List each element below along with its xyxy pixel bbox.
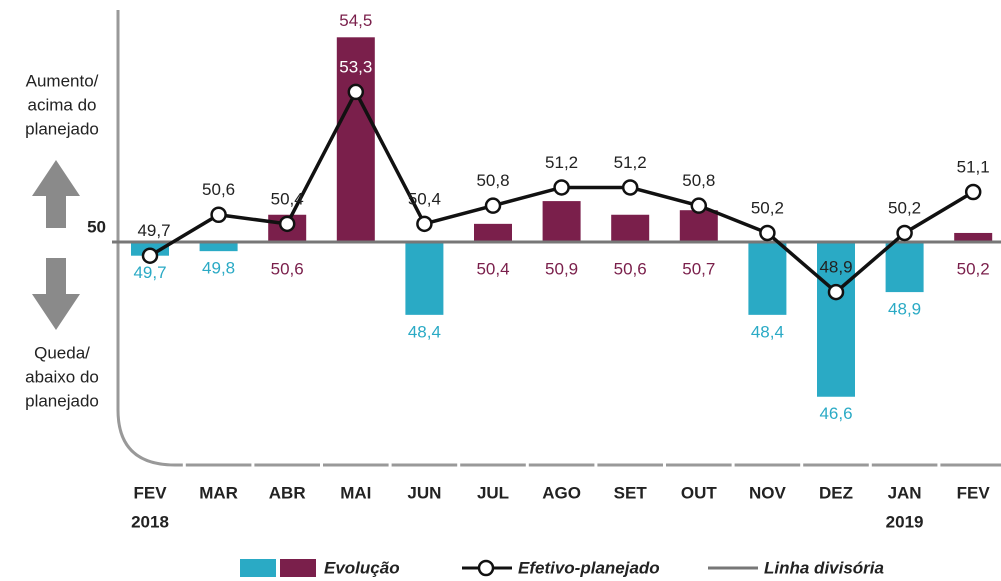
line-value-label: 50,4 [408,189,441,208]
bar-value-label: 50,2 [957,260,990,279]
bar-value-label: 54,5 [339,11,372,30]
line-value-label: 50,8 [476,171,509,190]
bar [611,214,650,243]
bar-value-label: 50,7 [682,260,715,279]
line-value-label: 51,2 [545,153,578,172]
line-marker [347,83,365,101]
x-tick-label: OUT [681,483,718,502]
line-marker [621,179,639,196]
legend-label: Linha divisória [764,558,884,577]
bar [885,242,924,293]
x-tick-label: JAN [888,483,922,502]
legend-swatch [240,559,276,577]
y-tick-label: 50 [87,218,106,237]
line-marker [964,183,982,201]
x-tick-label: SET [614,483,648,502]
bar-value-label: 48,4 [408,322,441,341]
x-tick-label: MAR [199,483,238,502]
bar [679,210,718,243]
annotation-line: abaixo do [25,367,99,386]
line-marker [484,197,502,214]
bar [954,232,993,243]
bar [748,242,787,315]
line-value-label: 48,9 [819,258,852,277]
x-tick-label: DEZ [819,483,853,502]
line-marker [827,283,845,301]
x-tick-label: JUL [477,483,509,502]
line-marker [759,224,776,242]
legend-label: Evolução [324,558,400,577]
line-marker [141,247,159,264]
annotation-line: Queda/ [34,343,90,362]
x-tick-label: JUN [407,483,441,502]
axis-frame [116,10,1001,467]
annotation-line: planejado [25,119,99,138]
line-value-label: 51,1 [957,157,990,176]
annotation-line: acima do [28,95,97,114]
x-tick-label: AGO [542,483,581,502]
bar-value-label: 48,9 [888,300,921,319]
x-tick-label: FEV [957,483,991,502]
line-value-label: 50,8 [682,171,715,190]
bar-value-label: 50,6 [614,260,647,279]
x-tick-label: ABR [269,483,306,502]
annotation-line: Aumento/ [26,71,99,90]
annotation-line: planejado [25,391,99,410]
bar-value-label: 49,8 [202,259,235,278]
line-value-label: 51,2 [614,153,647,172]
up-arrow [32,160,80,228]
bar [405,242,444,315]
legend-swatch [280,559,316,577]
x-tick-label: FEV [133,483,167,502]
line-value-label: 50,6 [202,180,235,199]
bar [336,37,375,243]
line-value-label: 50,4 [271,189,304,208]
bar-value-label: 50,6 [271,260,304,279]
annotation-down: Queda/ abaixo do planejado [25,343,99,410]
legend-label: Efetivo-planejado [518,558,660,577]
line-marker [896,224,913,242]
annotation-up: Aumento/ acima do planejado [25,71,99,138]
bar-value-label: 49,7 [133,263,166,282]
bar-value-label: 50,9 [545,260,578,279]
x-tick-label: NOV [749,483,787,502]
down-arrow [32,258,80,330]
line-marker [690,197,708,214]
line-value-label: 53,3 [339,57,372,76]
bar-value-label: 50,4 [476,260,509,279]
bar-value-label: 48,4 [751,322,784,341]
x-year-label: 2019 [886,512,924,531]
bar [542,201,581,243]
line-marker [553,179,570,196]
line-value-label: 50,2 [751,198,784,217]
bar [474,223,512,243]
bar-value-label: 46,6 [819,404,852,423]
line-marker [278,215,296,233]
legend-marker [477,559,495,577]
line-marker [416,215,433,233]
line-value-label: 50,2 [888,198,921,217]
line-value-label: 49,7 [137,221,170,240]
legend: Evolução Efetivo-planejado Linha divisór… [240,558,884,577]
x-tick-label: MAI [340,483,371,502]
line-marker [210,206,227,223]
x-year-label: 2018 [131,512,169,531]
bar [817,242,855,397]
bar [199,242,238,252]
